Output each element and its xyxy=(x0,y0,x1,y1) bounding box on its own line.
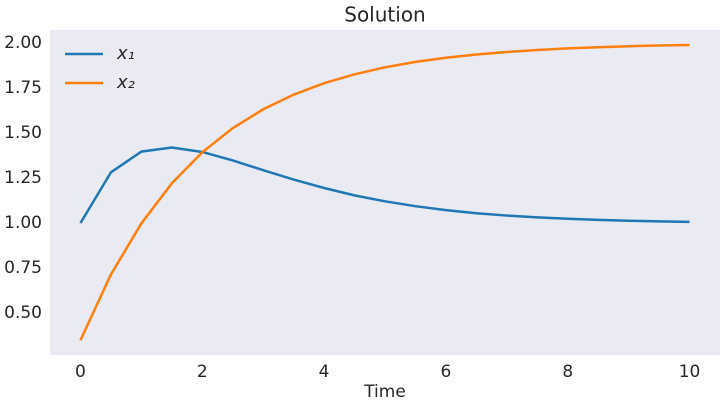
x-axis-label: Time xyxy=(363,382,406,402)
y-tick-label: 1.75 xyxy=(4,78,42,98)
chart-title: Solution xyxy=(344,3,425,27)
y-tick-label: 0.75 xyxy=(4,258,42,278)
legend-label: x₁ xyxy=(116,43,135,64)
y-tick-label: 1.50 xyxy=(4,123,42,143)
line-series xyxy=(79,43,690,341)
legend-label: x₂ xyxy=(116,72,135,93)
x-tick-label: 8 xyxy=(562,362,573,382)
x-tick-label: 6 xyxy=(440,362,451,382)
x-tick-label: 4 xyxy=(319,362,330,382)
y-tick-label: 2.00 xyxy=(4,33,42,53)
y-tick-label: 1.00 xyxy=(4,213,42,233)
line-series xyxy=(79,146,690,224)
y-tick-label: 1.25 xyxy=(4,168,42,188)
y-tick-label: 0.50 xyxy=(4,303,42,323)
x-tick-label: 0 xyxy=(75,362,86,382)
plot-area xyxy=(50,30,720,355)
x-tick-label: 2 xyxy=(197,362,208,382)
x-tick-label: 10 xyxy=(679,362,701,382)
